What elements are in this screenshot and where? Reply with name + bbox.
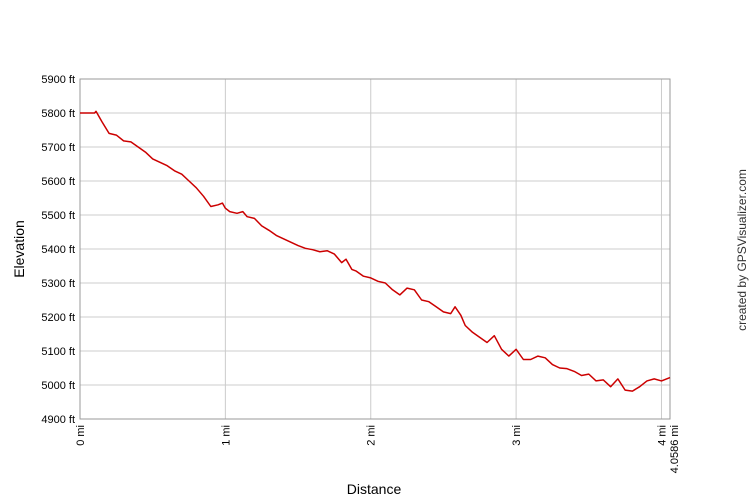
x-tick-label: 2 mi: [366, 425, 378, 446]
x-tick-label: 0 mi: [75, 425, 87, 446]
y-tick-label: 5100 ft: [41, 346, 75, 358]
y-tick-label: 5700 ft: [41, 142, 75, 154]
credit-text: created by GPSVisualizer.com: [735, 169, 749, 331]
x-tick-label: 4 mi: [656, 425, 668, 446]
x-tick-label: 4.0586 mi: [669, 425, 681, 473]
y-tick-label: 4900 ft: [41, 414, 75, 426]
plot-frame: [79, 78, 671, 420]
y-tick-label: 5600 ft: [41, 176, 75, 188]
y-axis-title: Elevation: [11, 220, 27, 278]
y-tick-label: 5200 ft: [41, 312, 75, 324]
y-tick-label: 5900 ft: [41, 74, 75, 86]
y-tick-label: 5400 ft: [41, 244, 75, 256]
x-tick-label: 3 mi: [511, 425, 523, 446]
x-axis-title: Distance: [347, 481, 402, 497]
y-tick-label: 5500 ft: [41, 210, 75, 222]
y-tick-label: 5800 ft: [41, 108, 75, 120]
elevation-series-line: [80, 110, 671, 392]
tick-labels: 5900 ft 5800 ft 5700 ft 5600 ft 5500 ft 5400 …: [41, 74, 681, 473]
y-tick-label: 5000 ft: [41, 380, 75, 392]
y-tick-label: 5300 ft: [41, 278, 75, 290]
x-tick-label: 1 mi: [220, 425, 232, 446]
